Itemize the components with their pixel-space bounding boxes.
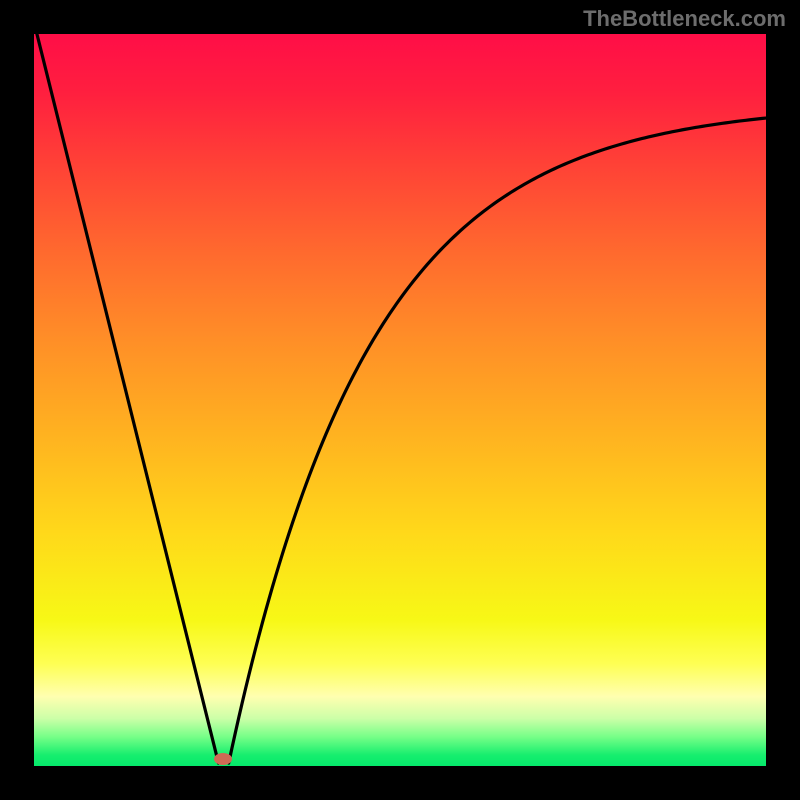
bottleneck-curve	[37, 34, 766, 763]
chart-container: TheBottleneck.com	[0, 0, 800, 800]
optimal-point-marker	[214, 753, 232, 765]
plot-area	[34, 34, 766, 766]
watermark-label: TheBottleneck.com	[583, 6, 786, 32]
bottleneck-curve-svg	[34, 34, 766, 766]
